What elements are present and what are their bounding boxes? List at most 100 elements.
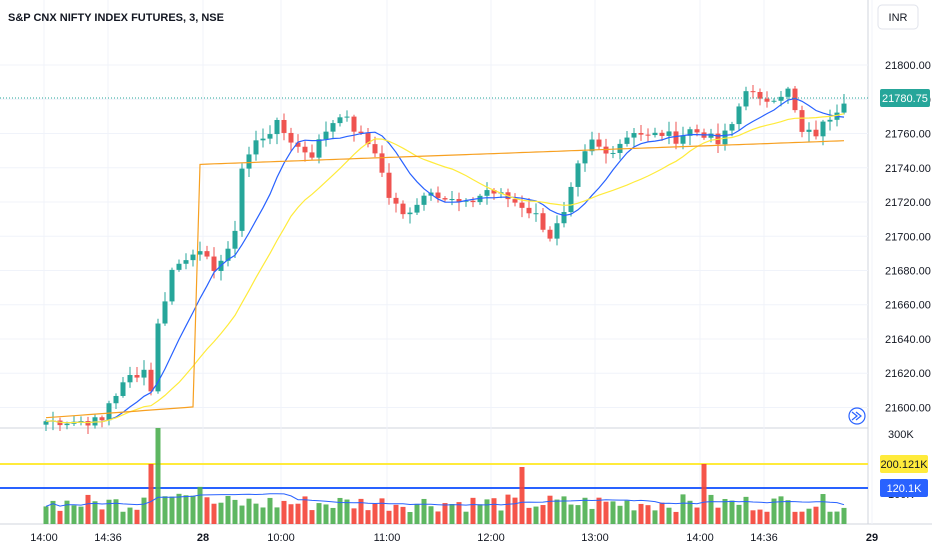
volume-bar	[421, 498, 427, 524]
volume-bar	[204, 497, 210, 524]
ma-slow-line	[45, 140, 845, 419]
volume-bar	[820, 494, 826, 524]
volume-bar	[680, 494, 686, 524]
time-tick-label: 14:00	[686, 532, 714, 544]
candle-body	[729, 124, 735, 131]
volume-bar	[239, 505, 245, 524]
last-price-badge	[880, 89, 930, 108]
candle-body	[344, 116, 350, 118]
candle-body	[694, 129, 700, 133]
time-tick-label: 14:00	[30, 532, 58, 544]
volume-bar	[155, 428, 161, 524]
volume-bar	[771, 498, 777, 524]
volume-bar	[568, 504, 574, 524]
time-tick-label: 10:00	[267, 532, 295, 544]
volume-level-label: 120.1K	[887, 483, 923, 495]
candle-body	[512, 199, 518, 203]
volume-bar	[78, 506, 84, 524]
last-price-label: 21780.75	[882, 93, 928, 105]
volume-bar	[253, 503, 259, 524]
volume-bar	[232, 499, 238, 524]
volume-bar	[260, 507, 266, 524]
candle-body	[484, 190, 490, 196]
candle-body	[736, 106, 742, 125]
price-tick-label: 21740.00	[885, 163, 931, 175]
volume-bar	[176, 493, 182, 524]
candle-body	[134, 375, 140, 378]
volume-bar	[470, 497, 476, 524]
volume-bar	[218, 502, 224, 524]
candle-body	[183, 260, 189, 264]
candle-body	[547, 229, 553, 239]
volume-bar	[127, 507, 133, 524]
candle-body	[246, 154, 252, 169]
candle-body	[120, 382, 126, 396]
volume-bar	[750, 510, 756, 524]
candle-body	[190, 254, 196, 261]
candle-body	[778, 96, 784, 101]
time-tick-label: 12:00	[477, 532, 505, 544]
candle-body	[421, 195, 427, 205]
volume-bar	[806, 508, 812, 524]
volume-bar	[246, 498, 252, 524]
candle-body	[78, 421, 84, 423]
volume-bar	[666, 507, 672, 524]
volume-bar	[624, 500, 630, 524]
volume-level-lines	[0, 462, 868, 489]
time-tick-label: 14:36	[94, 532, 122, 544]
candle-body	[673, 131, 679, 144]
candle-body	[92, 417, 98, 426]
volume-bar	[106, 499, 112, 524]
volume-bar	[288, 504, 294, 524]
price-tick-label: 21700.00	[885, 231, 931, 243]
auto-scale-button[interactable]	[848, 407, 866, 425]
volume-bar	[302, 496, 308, 524]
volume-bar	[50, 500, 56, 524]
volume-bars	[43, 428, 847, 524]
volume-bar	[407, 511, 413, 524]
candle-body	[610, 152, 616, 154]
candle-body	[323, 131, 329, 140]
moving-averages	[0, 97, 868, 424]
candle-body	[435, 192, 441, 199]
candle-body	[274, 119, 280, 135]
volume-bar	[463, 511, 469, 524]
volume-ma-line	[45, 493, 845, 507]
currency-button[interactable]: INR	[877, 4, 919, 30]
volume-bar	[99, 509, 105, 524]
volume-bar	[694, 507, 700, 524]
volume-bar	[295, 503, 301, 524]
candle-body	[330, 123, 336, 132]
candle-body	[596, 139, 602, 147]
candle-body	[771, 100, 777, 102]
price-tick-label: 21720.00	[885, 197, 931, 209]
volume-bar	[309, 510, 315, 524]
candle-body	[519, 202, 525, 208]
volume-bar	[148, 464, 154, 524]
volume-bar	[589, 508, 595, 524]
volume-bar	[778, 496, 784, 524]
volume-bar	[736, 504, 742, 524]
candle-body	[225, 248, 231, 261]
volume-bar	[561, 496, 567, 524]
candle-body	[288, 132, 294, 143]
volume-level-badge	[880, 454, 928, 473]
price-tick-label: 21640.00	[885, 334, 931, 346]
candle-body	[680, 135, 686, 144]
volume-bar	[687, 500, 693, 524]
candle-body	[589, 139, 595, 152]
volume-bar	[603, 501, 609, 524]
candle-body	[477, 195, 483, 203]
candle-body	[400, 203, 406, 215]
volume-bar	[512, 497, 518, 524]
candle-body	[379, 153, 385, 173]
candle-body	[743, 91, 749, 107]
candle-body	[666, 131, 672, 136]
candle-body	[757, 92, 763, 99]
candle-body	[414, 204, 420, 213]
volume-bar	[484, 499, 490, 524]
candle-body	[463, 200, 469, 202]
candle-body	[708, 133, 714, 138]
volume-tick-label: 300K	[888, 429, 914, 441]
volume-bar	[652, 510, 658, 524]
